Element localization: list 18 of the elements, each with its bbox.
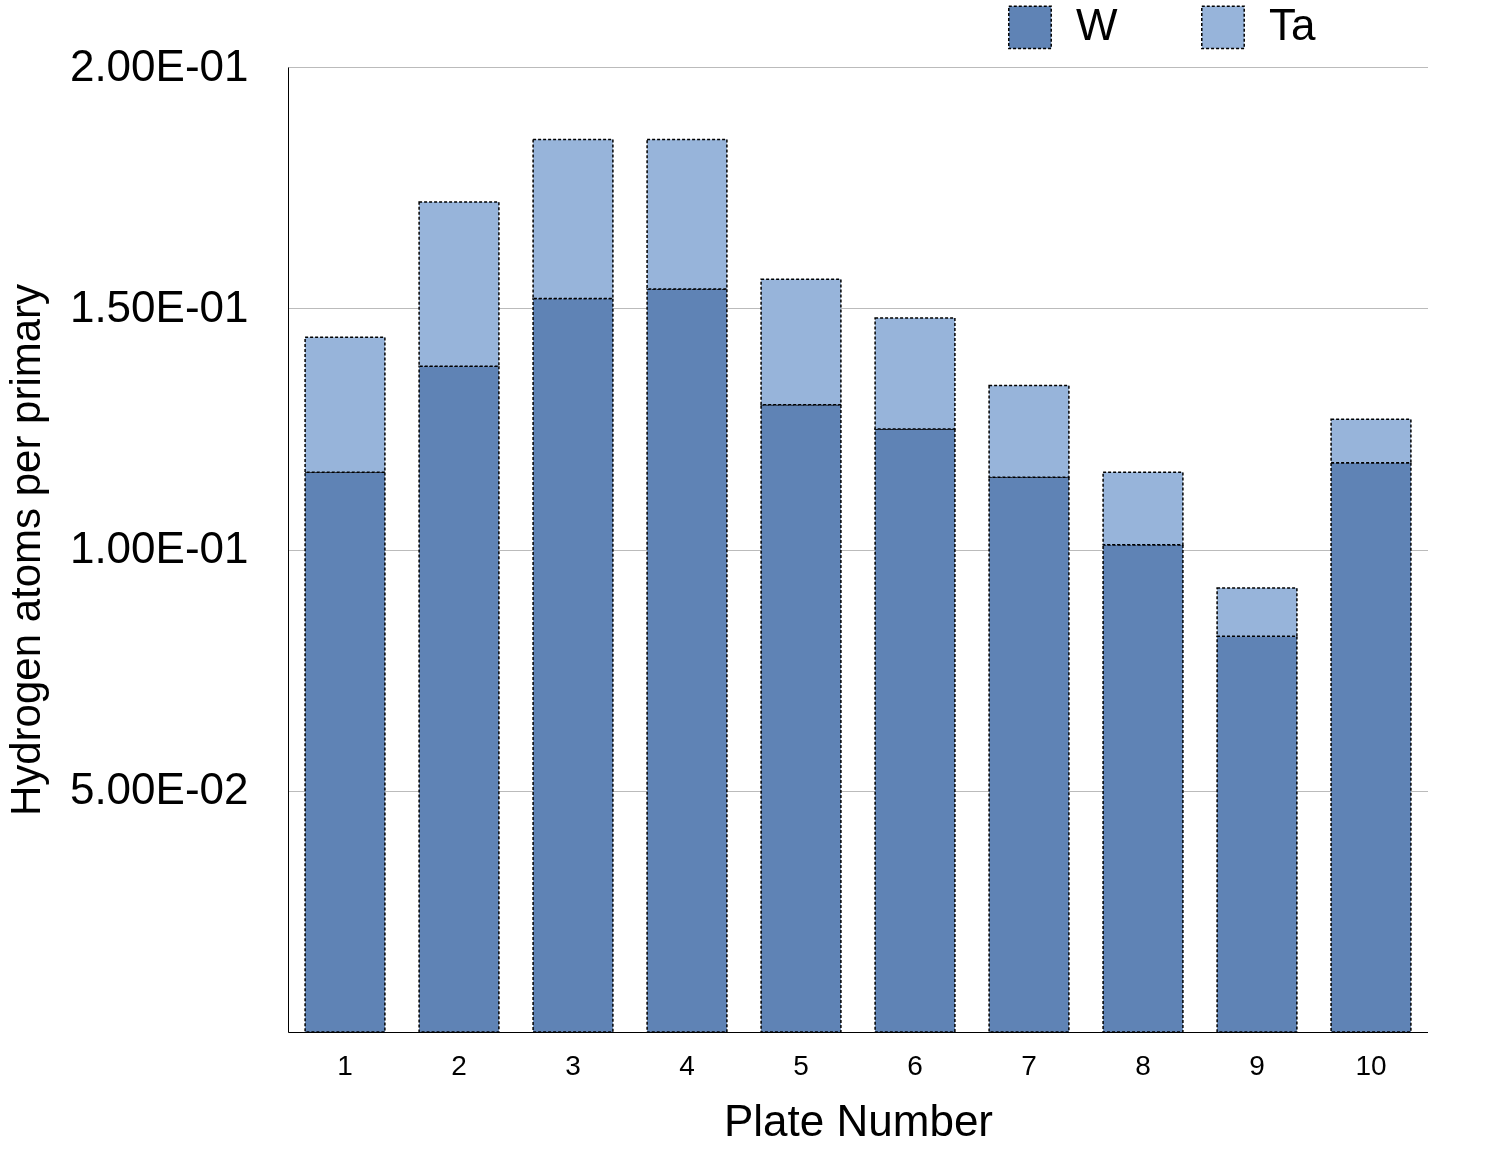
x-tick-label: 9 <box>1249 1049 1265 1081</box>
x-axis-title: Plate Number <box>723 1095 994 1145</box>
x-tick-label: 3 <box>565 1049 581 1081</box>
x-tick-label: 7 <box>1021 1049 1037 1081</box>
legend-label: W <box>1076 0 1118 50</box>
x-tick-label: 5 <box>793 1049 809 1081</box>
y-axis-title: Hydrogen atoms per primary <box>1 283 49 817</box>
x-tick-label: 4 <box>679 1049 695 1081</box>
x-tick-label: 2 <box>451 1049 467 1081</box>
x-tick-label: 10 <box>1355 1049 1387 1081</box>
x-tick-label: 1 <box>337 1049 353 1081</box>
y-tick-label: 2.00E-01 <box>69 40 249 90</box>
y-tick-label: 5.00E-02 <box>69 764 249 814</box>
y-tick-label: 1.50E-01 <box>69 281 249 331</box>
legend-label: Ta <box>1269 0 1316 50</box>
y-tick-label: 1.00E-01 <box>69 523 249 572</box>
x-tick-label: 8 <box>1135 1049 1151 1081</box>
x-tick-label: 6 <box>907 1049 923 1081</box>
